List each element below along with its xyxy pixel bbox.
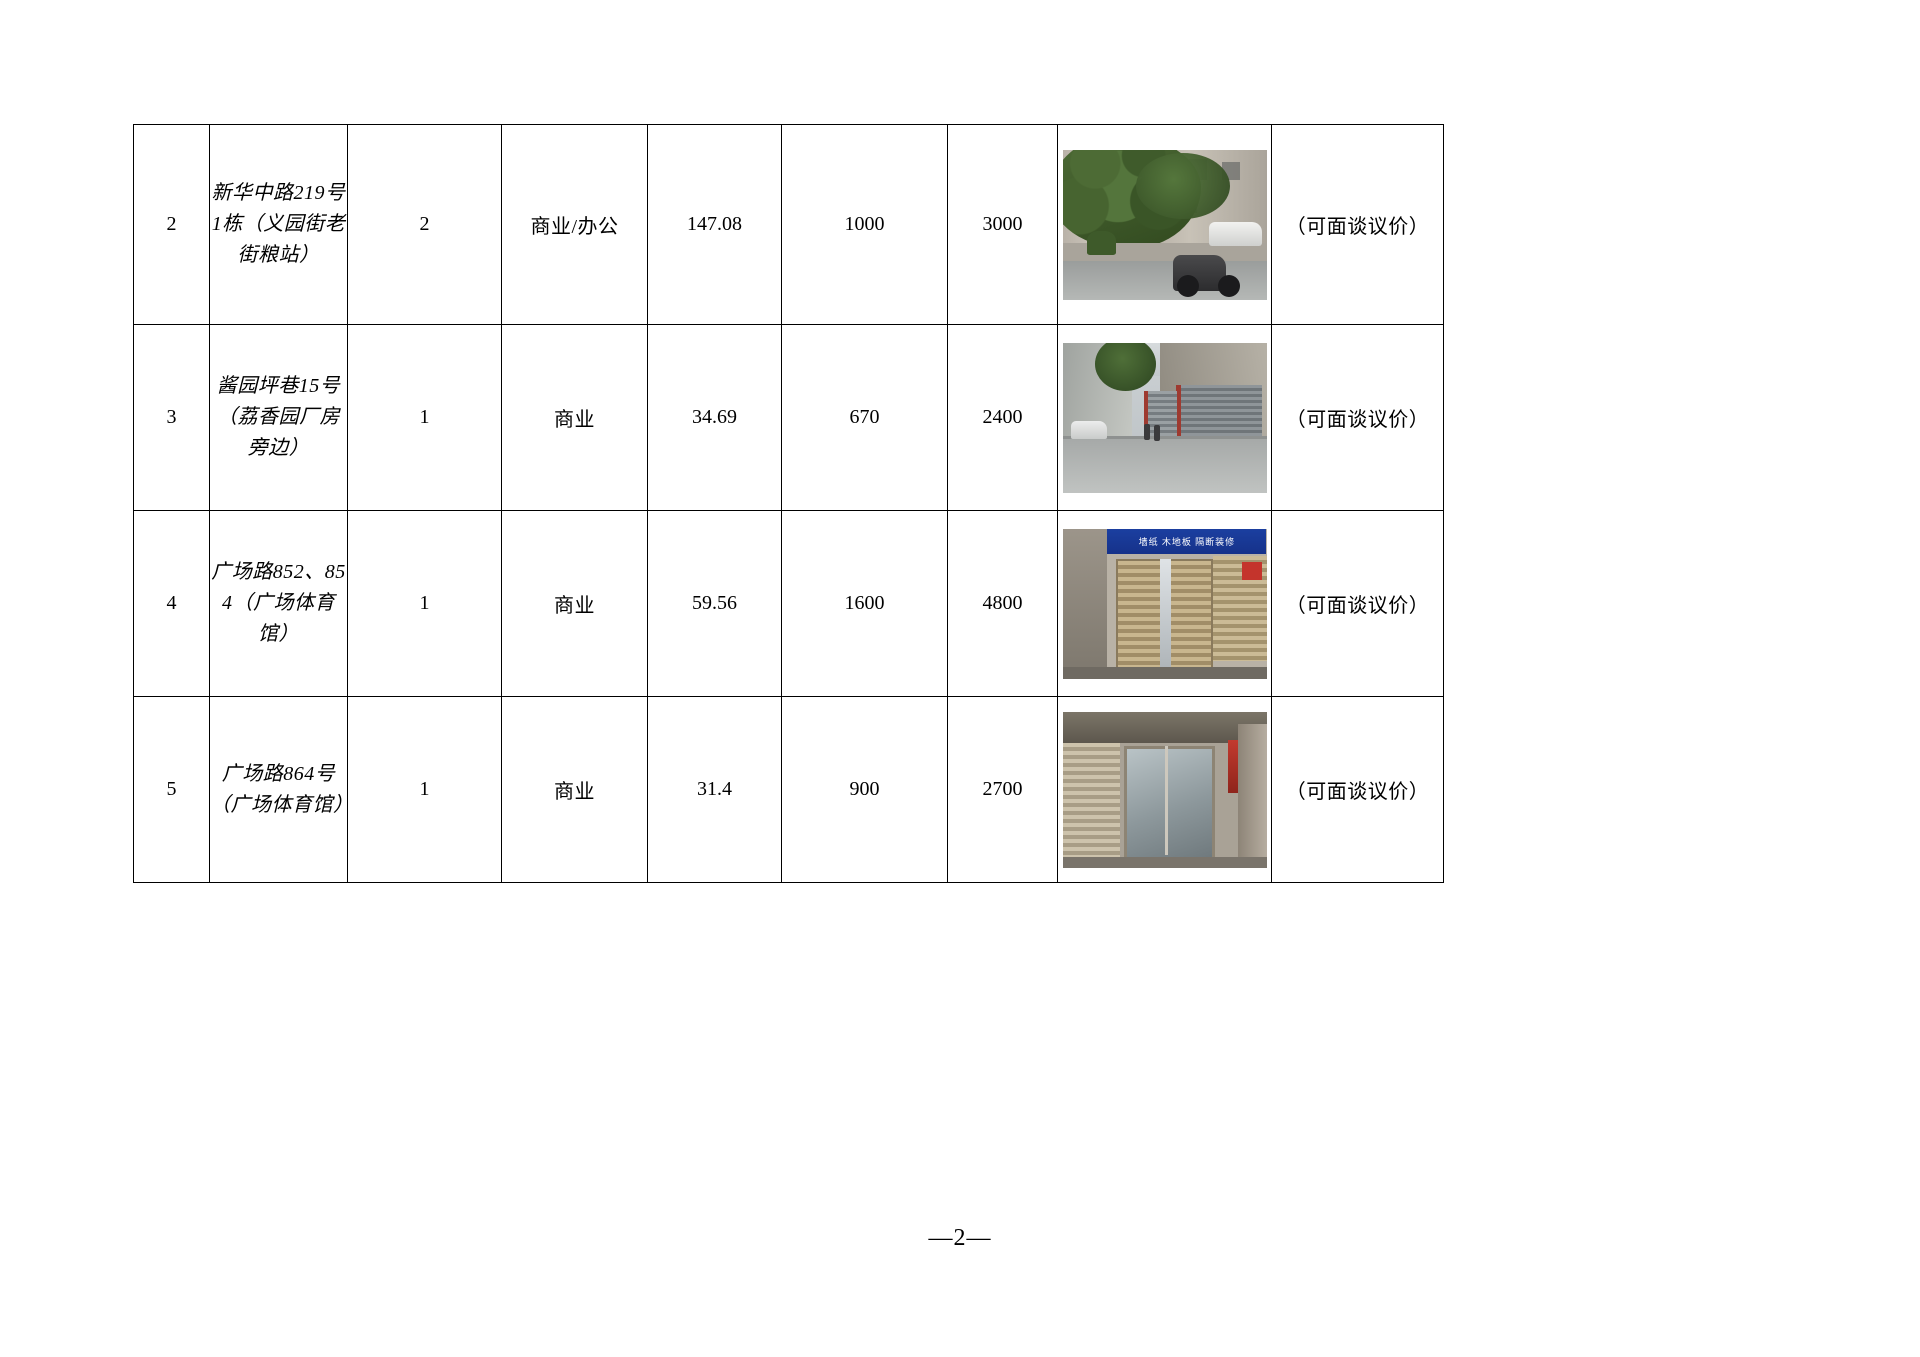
glass-door (1123, 745, 1216, 861)
side-wall (1062, 528, 1108, 679)
glass-door-storefront-photo (1062, 711, 1267, 868)
shop-signboard: 墙纸 木地板 隔断装修 (1107, 528, 1267, 554)
row-monthly: 4800 (947, 510, 1058, 697)
row-address: 酱园坪巷15号（荔香园厂房旁边） (209, 324, 348, 511)
scooter-wheel (1217, 274, 1240, 297)
row-usage: 商业 (501, 324, 648, 511)
row-area: 31.4 (647, 696, 782, 883)
row-usage: 商业/办公 (501, 124, 648, 325)
door-mullion (1164, 745, 1168, 855)
parked-car (1209, 221, 1263, 246)
row-unit-price: 1600 (781, 510, 948, 697)
page-number-footer: —2— (928, 1225, 992, 1251)
row-index: 2 (133, 124, 210, 325)
parked-car (1070, 420, 1108, 439)
tree-canopy (1095, 342, 1157, 391)
rolling-shutter (1062, 742, 1120, 859)
row-usage: 商业 (501, 696, 648, 883)
row-monthly: 3000 (947, 124, 1058, 325)
row-photo-cell: 墙纸 木地板 隔断装修 (1057, 510, 1272, 697)
property-listing-table: 2 新华中路219号1栋（义园街老街粮站） 2 商业/办公 147.08 100… (133, 124, 1444, 883)
signboard-text: 墙纸 木地板 隔断装修 (1138, 536, 1236, 547)
tree-canopy (1135, 152, 1230, 219)
row-address: 广场路852、854（广场体育馆） (209, 510, 348, 697)
row-photo-cell (1057, 324, 1272, 511)
blue-signboard-shop-photo: 墙纸 木地板 隔断装修 (1062, 528, 1267, 679)
scooter-wheel (1176, 274, 1199, 297)
table-row: 2 新华中路219号1栋（义园街老街粮站） 2 商业/办公 147.08 100… (133, 124, 1444, 325)
row-note: （可面谈议价） (1271, 124, 1444, 325)
row-index: 3 (133, 324, 210, 511)
row-unit-price: 670 (781, 324, 948, 511)
table-row: 4 广场路852、854（广场体育馆） 1 商业 59.56 1600 4800… (133, 510, 1444, 697)
row-usage: 商业 (501, 510, 648, 697)
row-count: 2 (347, 124, 502, 325)
pillar (1237, 723, 1267, 859)
street-shutter-shop-photo (1062, 342, 1267, 493)
row-area: 59.56 (647, 510, 782, 697)
table-row: 5 广场路864号（广场体育馆） 1 商业 31.4 900 2700 (133, 696, 1444, 883)
row-area: 34.69 (647, 324, 782, 511)
row-count: 1 (347, 324, 502, 511)
table-sheet: 2 新华中路219号1栋（义园街老街粮站） 2 商业/办公 147.08 100… (133, 124, 1444, 883)
row-monthly: 2700 (947, 696, 1058, 883)
street-tree-scooter-photo (1062, 149, 1267, 300)
row-note: （可面谈议价） (1271, 696, 1444, 883)
pedestrian (1144, 423, 1151, 440)
row-area: 147.08 (647, 124, 782, 325)
row-count: 1 (347, 510, 502, 697)
pedestrian (1154, 425, 1161, 441)
ground (1062, 856, 1267, 868)
lintel-beam (1062, 711, 1267, 743)
row-address: 新华中路219号1栋（义园街老街粮站） (209, 124, 348, 325)
table-row: 3 酱园坪巷15号（荔香园厂房旁边） 1 商业 34.69 670 2400 (133, 324, 1444, 511)
row-unit-price: 900 (781, 696, 948, 883)
row-photo-cell (1057, 696, 1272, 883)
potted-plant (1086, 230, 1116, 255)
road-surface (1062, 438, 1267, 493)
door-post (1160, 558, 1171, 670)
ground (1062, 666, 1267, 679)
red-sign-tag (1242, 561, 1263, 580)
row-index: 5 (133, 696, 210, 883)
row-photo-cell (1057, 124, 1272, 325)
row-count: 1 (347, 696, 502, 883)
row-note: （可面谈议价） (1271, 324, 1444, 511)
row-note: （可面谈议价） (1271, 510, 1444, 697)
row-index: 4 (133, 510, 210, 697)
row-address: 广场路864号（广场体育馆） (209, 696, 353, 883)
row-unit-price: 1000 (781, 124, 948, 325)
row-monthly: 2400 (947, 324, 1058, 511)
